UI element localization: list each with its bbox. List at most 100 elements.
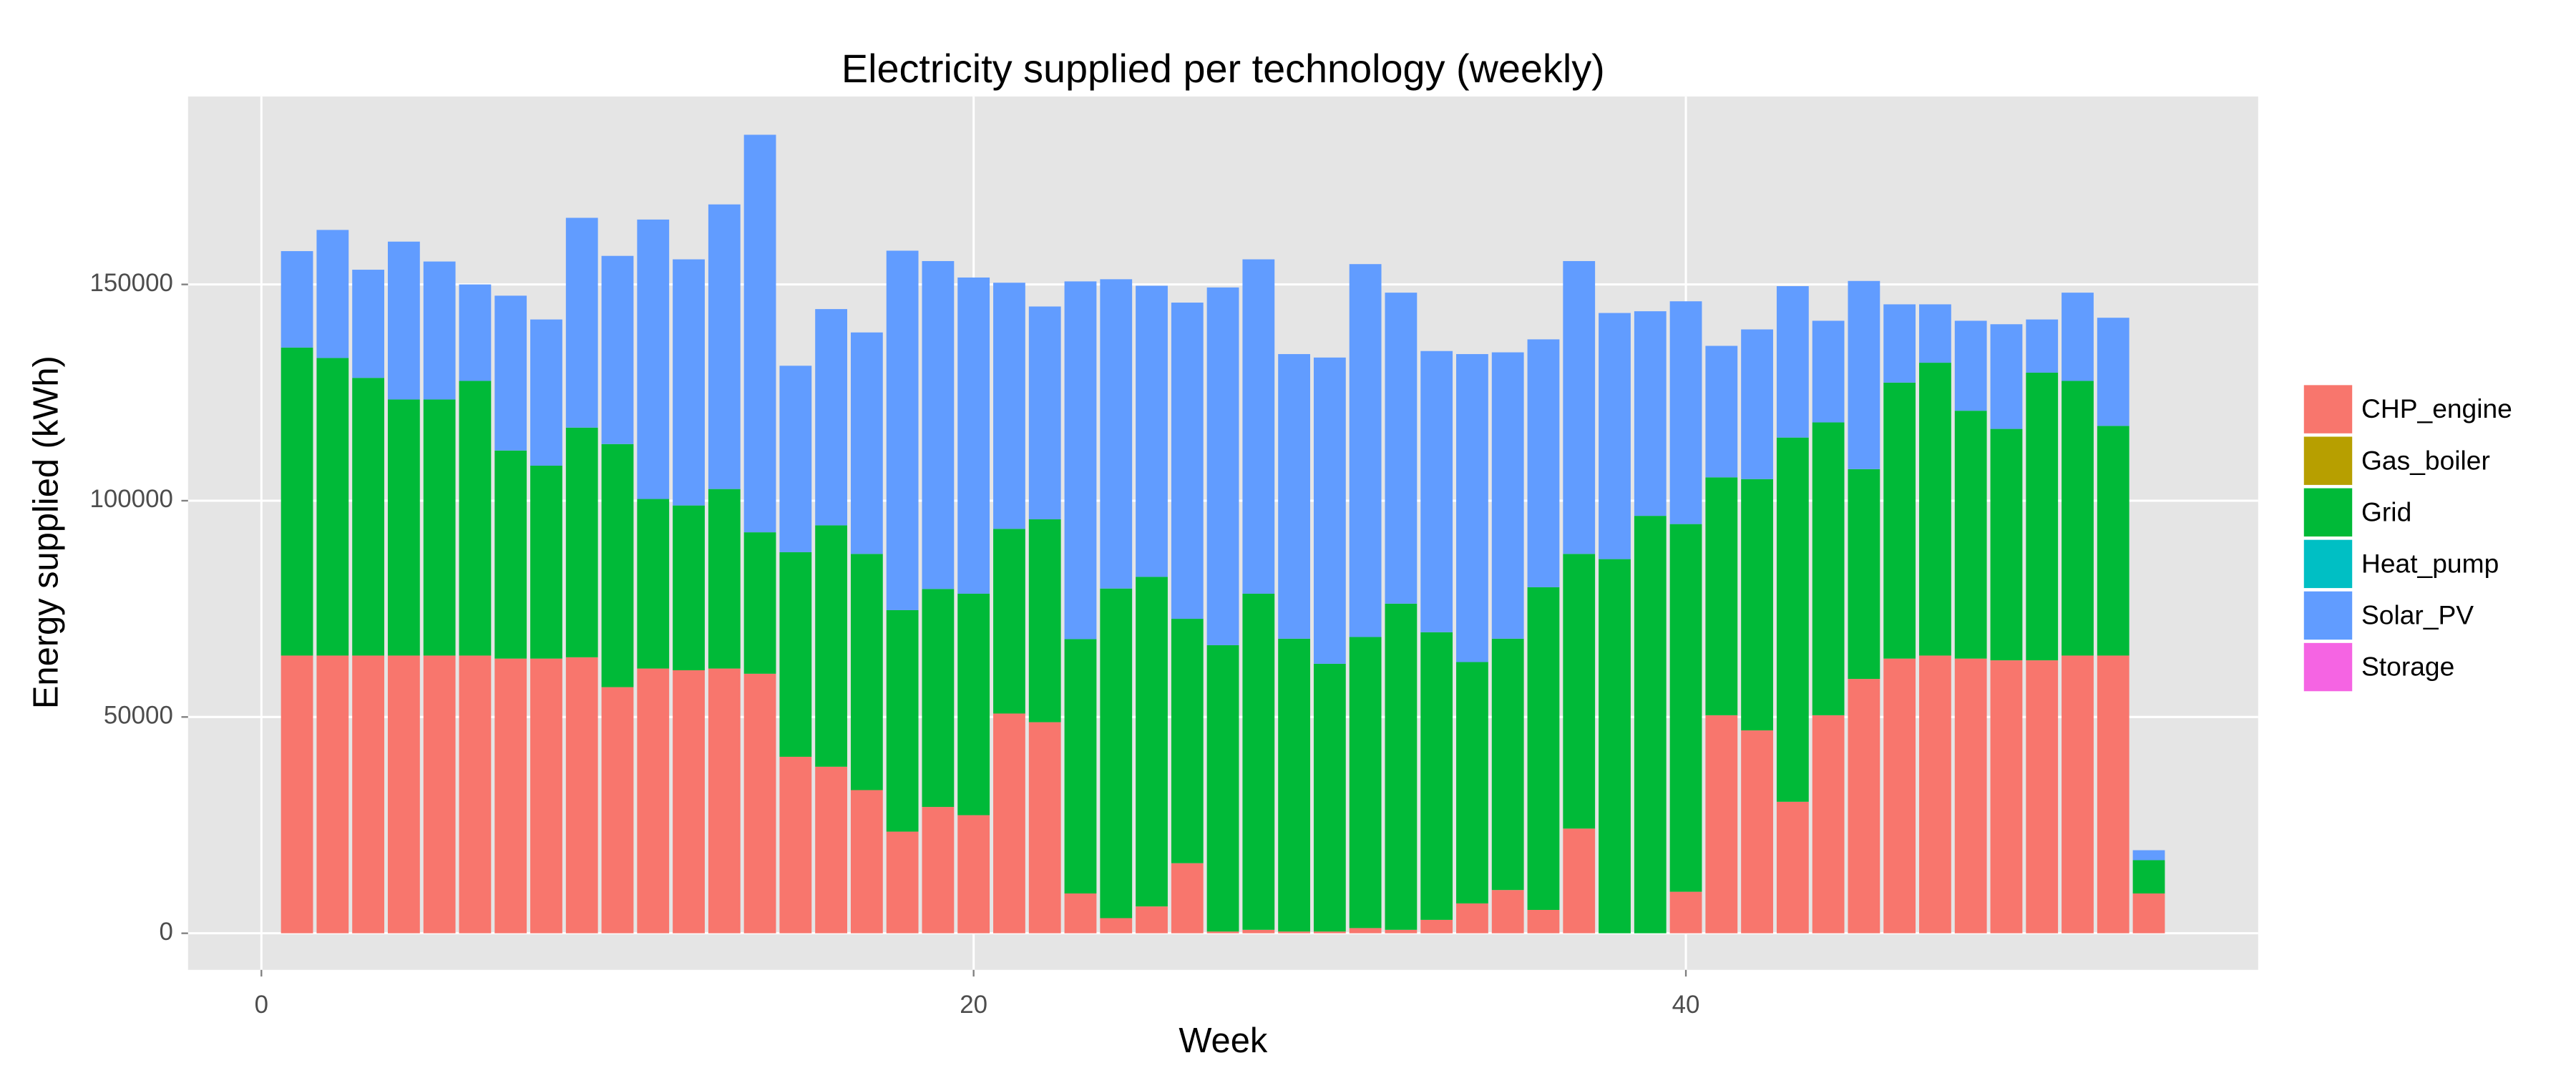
bar-segment xyxy=(1669,891,1702,934)
bar-segment xyxy=(637,499,670,669)
legend-label: CHP_engine xyxy=(2361,393,2512,423)
bar-segment xyxy=(1242,593,1275,930)
bar-segment xyxy=(352,378,385,656)
bar-segment xyxy=(1420,351,1453,632)
bar-segment xyxy=(673,670,705,934)
bar-segment xyxy=(316,655,349,934)
chart-title: Electricity supplied per technology (wee… xyxy=(841,46,1605,91)
bar-segment xyxy=(494,658,527,934)
bar-segment xyxy=(993,529,1025,714)
x-axis-title: Week xyxy=(1179,1021,1268,1060)
bar-segment xyxy=(2026,660,2059,934)
bar-segment xyxy=(2132,860,2165,894)
legend-key xyxy=(2302,589,2354,642)
bar-segment xyxy=(1741,730,1773,934)
bar-segment xyxy=(922,260,955,589)
bar-segment xyxy=(1990,324,2023,429)
bar-segment xyxy=(1954,658,1987,934)
bar-segment xyxy=(2062,655,2094,934)
bar-segment xyxy=(423,655,456,934)
bar-segment xyxy=(1634,516,1667,934)
x-tick-label: 20 xyxy=(960,991,987,1019)
bar-segment xyxy=(280,347,313,656)
legend-key xyxy=(2302,383,2354,436)
bar-segment xyxy=(565,657,598,934)
bar-segment xyxy=(1171,863,1204,934)
bar-segment xyxy=(352,655,385,934)
bar-segment xyxy=(2026,372,2059,661)
bar-segment xyxy=(1064,281,1097,640)
bar-segment xyxy=(1563,260,1596,554)
bar-segment xyxy=(1028,519,1061,722)
bar-segment xyxy=(2097,655,2129,934)
bar-segment xyxy=(708,668,741,934)
bar-segment xyxy=(1812,422,1845,715)
bar-segment xyxy=(779,552,812,757)
bar-segment xyxy=(2026,319,2059,373)
bar-segment xyxy=(494,295,527,451)
bar-segment xyxy=(1420,632,1453,920)
bar-segment xyxy=(601,444,634,687)
bars xyxy=(280,134,2165,934)
bar-segment xyxy=(708,204,741,489)
bar-segment xyxy=(1919,655,1951,934)
bar-segment xyxy=(565,427,598,657)
bar-segment xyxy=(2097,426,2129,656)
bar-segment xyxy=(1741,329,1773,479)
bar-segment xyxy=(1954,411,1987,659)
bar-segment xyxy=(1990,428,2023,661)
bar-segment xyxy=(1527,339,1560,587)
bar-segment xyxy=(1349,928,1382,934)
bar-segment xyxy=(1456,353,1488,662)
bar-segment xyxy=(850,790,883,934)
bar-segment xyxy=(1385,293,1418,604)
bar-segment xyxy=(1634,311,1667,516)
bar-segment xyxy=(1990,660,2023,934)
bar-segment xyxy=(316,358,349,656)
bar-segment xyxy=(1705,715,1738,934)
bar-segment xyxy=(530,319,562,466)
bar-segment xyxy=(886,831,919,934)
bar-segment xyxy=(1385,603,1418,930)
bar-segment xyxy=(494,450,527,659)
bar-segment xyxy=(886,250,919,610)
bar-segment xyxy=(1599,313,1631,559)
bar-segment xyxy=(1705,346,1738,478)
bar-segment xyxy=(530,658,562,934)
bar-segment xyxy=(850,332,883,554)
bar-segment xyxy=(1385,929,1418,934)
bar-segment xyxy=(1171,619,1204,863)
legend-label: Heat_pump xyxy=(2361,549,2499,579)
bar-segment xyxy=(1278,353,1310,639)
bar-segment xyxy=(850,554,883,790)
bar-segment xyxy=(1136,577,1168,907)
bar-segment xyxy=(280,655,313,934)
bar-segment xyxy=(2062,381,2094,656)
legend-label: Grid xyxy=(2361,496,2411,526)
bar-segment xyxy=(1883,304,1916,383)
y-tick-label: 0 xyxy=(159,918,172,946)
bar-segment xyxy=(1848,280,1880,469)
bar-segment xyxy=(993,713,1025,934)
bar-segment xyxy=(1669,524,1702,892)
bar-segment xyxy=(1812,715,1845,934)
bar-segment xyxy=(1206,931,1239,934)
bar-segment xyxy=(957,277,990,594)
legend-key xyxy=(2302,486,2354,539)
bar-segment xyxy=(565,217,598,428)
legend-label: Storage xyxy=(2361,652,2454,682)
bar-segment xyxy=(459,284,492,381)
bar-segment xyxy=(1776,801,1809,934)
bar-segment xyxy=(1206,645,1239,932)
bar-segment xyxy=(1349,264,1382,637)
bar-segment xyxy=(459,655,492,934)
bar-segment xyxy=(1313,357,1346,664)
bar-segment xyxy=(1527,587,1560,911)
bar-segment xyxy=(1776,437,1809,802)
legend-key xyxy=(2302,435,2354,487)
bar-segment xyxy=(922,589,955,808)
bar-segment xyxy=(993,283,1025,529)
bar-segment xyxy=(316,230,349,358)
